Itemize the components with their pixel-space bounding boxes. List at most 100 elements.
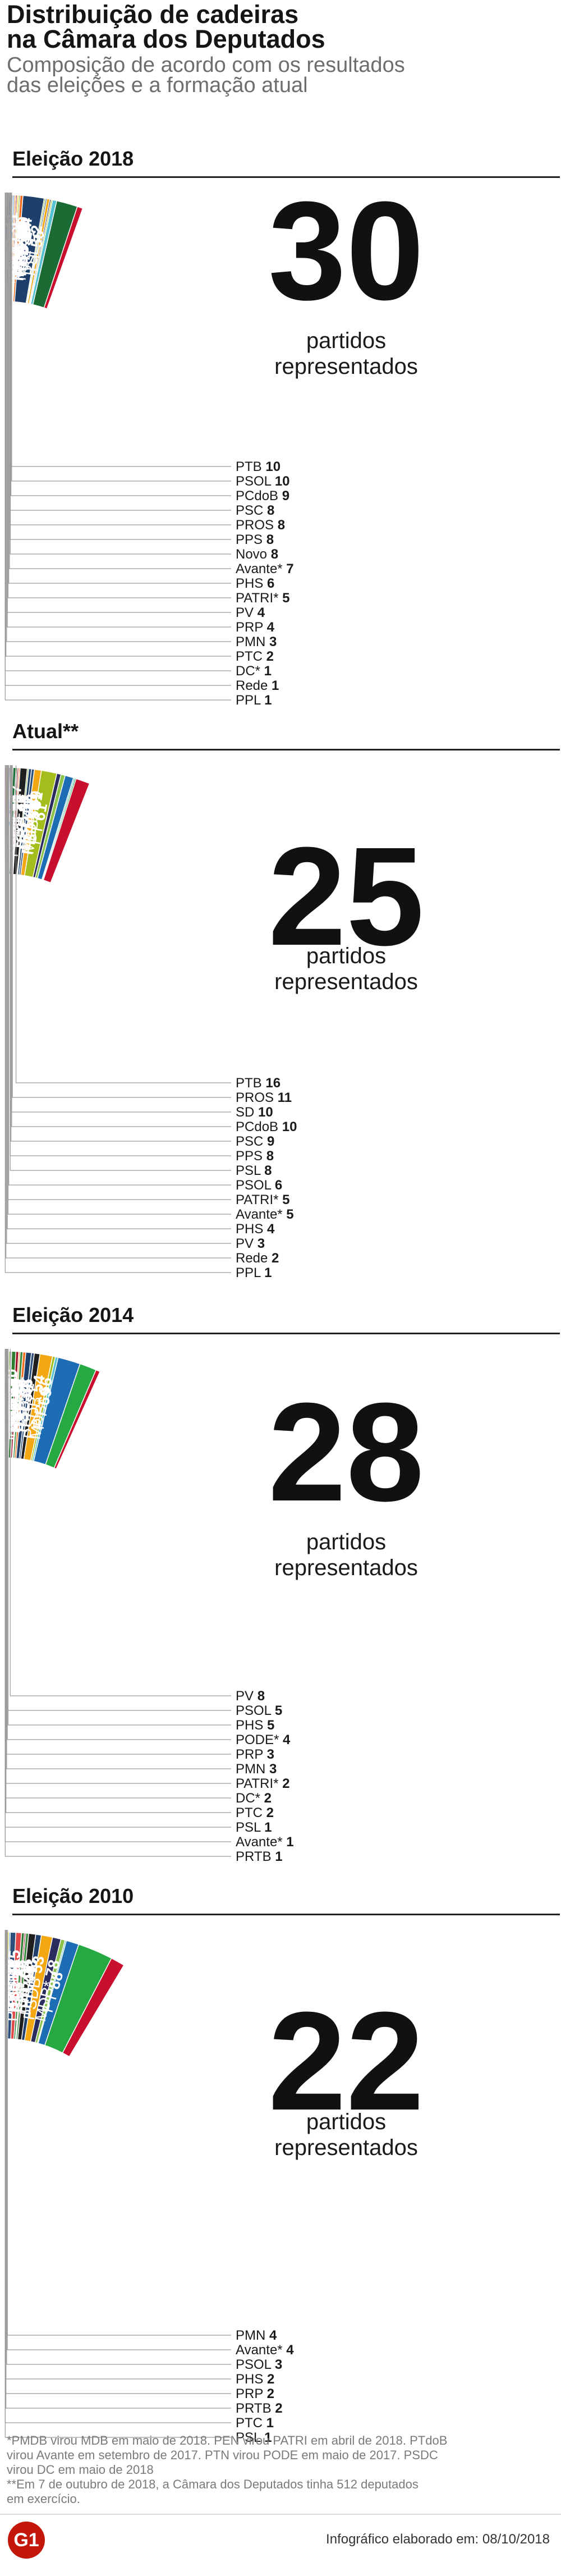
leader-line bbox=[7, 1930, 231, 2350]
credit-text: Infográfico elaborado em: 08/10/2018 bbox=[326, 2532, 550, 2547]
leader-line bbox=[5, 193, 231, 657]
small-party-label: Rede 2 bbox=[236, 1251, 279, 1266]
small-party-label: PATRI* 2 bbox=[236, 1776, 289, 1791]
party-count: 30 bbox=[268, 172, 425, 329]
leader-line bbox=[6, 193, 231, 642]
g1-logo[interactable]: G1 bbox=[8, 2522, 45, 2559]
small-party-label: PV 4 bbox=[236, 605, 265, 620]
slice-label: PSB 32 bbox=[11, 222, 33, 277]
slice-label: PSD 37 bbox=[13, 794, 36, 849]
leader-line bbox=[10, 765, 231, 1171]
leader-line bbox=[11, 765, 231, 1127]
page-subtitle: Composição de acordo com os resultados d… bbox=[7, 53, 557, 96]
small-party-label: PATRI* 5 bbox=[236, 591, 289, 606]
small-party-label: PHS 4 bbox=[236, 1221, 275, 1237]
small-party-label: PTC 2 bbox=[236, 649, 274, 664]
slice-label: DEM 21 bbox=[6, 1376, 26, 1434]
section-title: Atual** bbox=[12, 720, 79, 743]
slice-label: PCdoB 10 bbox=[0, 1369, 20, 1441]
slice-label: PDT 26 bbox=[8, 1959, 29, 2014]
leader-line bbox=[7, 193, 231, 628]
small-party-label: PTB 10 bbox=[236, 459, 280, 474]
party-count-caption: partidos representados bbox=[226, 1529, 467, 1581]
caption-line-1: partidos bbox=[306, 1530, 387, 1554]
leader-line bbox=[10, 765, 231, 1142]
small-party-label: PPL 1 bbox=[236, 1265, 272, 1280]
slice-label: PT 56 bbox=[23, 228, 47, 272]
small-party-label: PATRI* 5 bbox=[236, 1192, 289, 1207]
leader-line bbox=[10, 193, 231, 555]
slice-label: PRB 30 bbox=[10, 221, 32, 277]
small-party-label: Avante* 4 bbox=[236, 2342, 294, 2358]
slice-label: PSB 34 bbox=[12, 1378, 35, 1433]
small-party-label: PV 3 bbox=[236, 1236, 265, 1251]
small-party-label: Avante* 7 bbox=[236, 561, 294, 576]
small-party-label: PMN 3 bbox=[236, 634, 277, 649]
slice-label: PT 61 bbox=[25, 802, 50, 846]
leader-line bbox=[9, 193, 231, 569]
leader-line bbox=[10, 1349, 231, 1696]
small-party-label: PMN 4 bbox=[236, 2328, 277, 2343]
small-party-label: PSC 8 bbox=[236, 503, 274, 518]
leader-line bbox=[6, 1930, 231, 2365]
small-party-label: Avante* 1 bbox=[236, 1834, 294, 1850]
small-party-label: PRP 2 bbox=[236, 2386, 274, 2401]
section-atual: Atual** PT 61 MDB* 51 PP 50 PSDB 49 DEM 43 PR… bbox=[0, 720, 561, 1281]
caption-line-1: partidos bbox=[306, 944, 387, 968]
party-count-caption: partidos representados bbox=[226, 943, 467, 995]
slice-label: PSDB 29 bbox=[9, 216, 32, 282]
caption-line-2: representados bbox=[274, 2135, 418, 2160]
small-party-label: PMN 3 bbox=[236, 1761, 277, 1777]
section-divider bbox=[12, 1914, 560, 1915]
title-line-1: Distribuição de cadeiras bbox=[7, 0, 299, 29]
subtitle-line-1: Composição de acordo com os resultados bbox=[7, 53, 405, 77]
leader-line bbox=[7, 1349, 231, 1740]
leader-line bbox=[5, 1349, 231, 1813]
small-party-label: PCdoB 10 bbox=[236, 1119, 297, 1134]
footer: G1 Infográfico elaborado em: 08/10/2018 bbox=[0, 2514, 561, 2576]
slice-label: PP 37 bbox=[13, 227, 35, 272]
leader-line bbox=[7, 765, 231, 1215]
section-title: Eleição 2014 bbox=[12, 1303, 134, 1326]
leader-line bbox=[8, 765, 231, 1186]
leader-line bbox=[4, 765, 231, 1273]
leader-line bbox=[7, 765, 231, 1229]
footnote-line: *PMDB virou MDB em maio de 2018. PEN vir… bbox=[7, 2433, 448, 2447]
footnote-line: **Em 7 de outubro de 2018, a Câmara dos … bbox=[7, 2477, 419, 2491]
caption-line-2: representados bbox=[274, 969, 418, 994]
small-party-label: PSOL 10 bbox=[236, 474, 290, 489]
leader-line bbox=[7, 193, 231, 598]
slice-label: PTB 22 bbox=[6, 1959, 27, 2012]
slice-label: PR 40 bbox=[15, 1964, 38, 2010]
small-party-label: SD 10 bbox=[236, 1105, 273, 1120]
section-divider bbox=[12, 176, 560, 178]
leader-line bbox=[15, 765, 231, 1083]
small-party-label: DC* 2 bbox=[236, 1791, 272, 1806]
small-party-label: PCdoB 9 bbox=[236, 488, 289, 504]
slice-label: PRB 8 bbox=[0, 1962, 18, 2008]
header: Distribuição de cadeiras na Câmara dos D… bbox=[7, 2, 557, 96]
caption-line-2: representados bbox=[274, 1555, 418, 1580]
small-party-label: PSOL 6 bbox=[236, 1178, 282, 1193]
leader-line bbox=[5, 765, 231, 1259]
small-party-label: PHS 5 bbox=[236, 1718, 274, 1733]
leader-line bbox=[10, 193, 231, 496]
small-party-label: Novo 8 bbox=[236, 547, 278, 562]
leader-line bbox=[6, 1349, 231, 1769]
page-title: Distribuição de cadeiras na Câmara dos D… bbox=[7, 2, 557, 52]
small-party-label: PSL 1 bbox=[236, 2430, 272, 2445]
leader-line bbox=[5, 1930, 231, 2409]
party-count-caption: partidos representados bbox=[226, 2109, 467, 2161]
section-divider bbox=[12, 1333, 560, 1334]
caption-line-1: partidos bbox=[306, 328, 387, 353]
slice-label: PSD 34 bbox=[12, 221, 35, 277]
footnote-line: virou Avante em setembro de 2017. PTN vi… bbox=[7, 2448, 438, 2462]
section-title: Eleição 2018 bbox=[12, 147, 134, 170]
small-party-label: PV 8 bbox=[236, 1689, 265, 1704]
small-party-label: PSOL 5 bbox=[236, 1703, 282, 1718]
leader-line bbox=[12, 765, 231, 1098]
